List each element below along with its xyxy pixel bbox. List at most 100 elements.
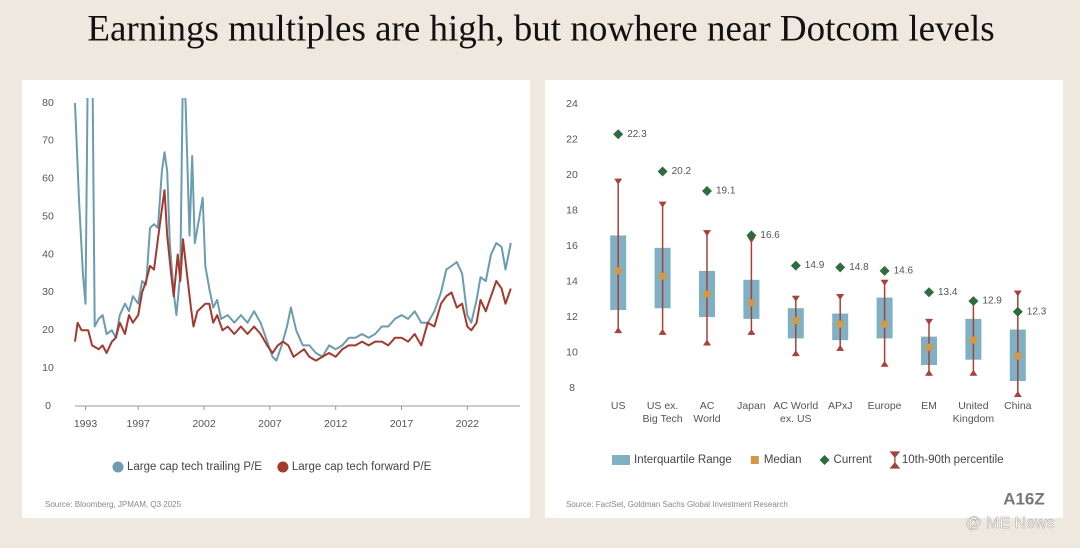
median (614, 267, 622, 275)
x-tick-label: Japan (737, 400, 766, 412)
y-tick-label: 8 (569, 382, 575, 394)
median (836, 320, 844, 328)
x-tick-label: 1993 (74, 418, 98, 430)
legend-label: Interquartile Range (634, 454, 732, 466)
x-tick-label: AC World (773, 400, 818, 412)
x-tick-label: Europe (868, 400, 902, 412)
y-tick-label: 24 (566, 98, 578, 110)
median (703, 290, 711, 298)
whisker-cap (614, 327, 623, 334)
y-tick-label: 10 (42, 362, 54, 374)
source: Source: FactSet, Goldman Sachs Global In… (566, 500, 788, 509)
legend-label: Large cap tech forward P/E (292, 461, 432, 473)
x-tick-label: Big Tech (643, 413, 683, 425)
median (747, 299, 755, 307)
whisker-cap (1013, 290, 1022, 297)
y-tick-label: 60 (42, 173, 54, 185)
value-label: 22.3 (627, 129, 647, 140)
title: Earnings multiples are high, but nowhere… (87, 8, 994, 49)
x-tick-label: APxJ (828, 400, 853, 412)
median (659, 272, 667, 280)
value-label: 12.9 (982, 296, 1002, 307)
x-tick-label: EM (921, 400, 937, 412)
legend-label: 10th-90th percentile (902, 454, 1004, 466)
median (1014, 352, 1022, 360)
whisker-cap (880, 360, 889, 367)
legend-label: Large cap tech trailing P/E (127, 461, 262, 473)
legend-marker (819, 455, 830, 465)
whisker-cap (969, 369, 978, 376)
current (746, 230, 757, 241)
value-label: 19.1 (716, 186, 736, 197)
whisker-cap (791, 295, 800, 302)
y-tick-label: 22 (566, 133, 578, 145)
right-panel (545, 80, 1063, 518)
x-tick-label: ex. US (780, 413, 812, 425)
x-tick-label: 2017 (390, 418, 414, 430)
value-label: 13.4 (938, 287, 958, 298)
value-label: 14.8 (849, 262, 869, 273)
current (879, 265, 890, 276)
y-tick-label: 0 (45, 400, 51, 412)
legend-marker (112, 461, 124, 473)
whisker-cap (925, 318, 933, 325)
y-tick-label: 20 (566, 169, 578, 181)
series-line (74, 189, 512, 362)
median (881, 320, 889, 328)
whisker-cap (658, 328, 667, 335)
current (1012, 306, 1023, 317)
x-tick-label: China (1004, 400, 1032, 412)
whisker-cap (703, 339, 711, 346)
x-tick-label: US ex. (647, 400, 679, 412)
legend-label: Median (764, 454, 802, 466)
current (835, 262, 846, 273)
x-tick-label: 2012 (324, 418, 348, 430)
y-tick-label: 30 (42, 286, 54, 298)
x-tick-label: 2007 (258, 418, 282, 430)
current (657, 166, 668, 177)
x-tick-label: US (611, 400, 626, 412)
y-tick-label: 14 (566, 275, 578, 287)
x-tick-label: 1997 (127, 418, 151, 430)
whisker-cap (1013, 391, 1022, 397)
median (792, 317, 800, 325)
source: Source: Bloomberg, JPMAM, Q3 2025 (45, 500, 182, 509)
whisker-cap (614, 178, 623, 185)
x-tick-label: 2022 (456, 418, 480, 430)
legend-label: Current (834, 454, 873, 466)
whisker-cap (880, 279, 889, 286)
series-line (74, 98, 512, 362)
whisker-cap (836, 344, 845, 351)
x-tick-label: AC (700, 400, 715, 412)
median (925, 343, 933, 351)
current (924, 287, 934, 298)
value-label: 20.2 (672, 166, 692, 177)
x-tick-label: 2002 (192, 418, 216, 430)
value-label: 12.3 (1027, 306, 1047, 317)
y-tick-label: 80 (42, 97, 54, 109)
y-tick-label: 12 (566, 311, 578, 323)
current (968, 296, 979, 307)
current (702, 186, 712, 197)
y-tick-label: 10 (566, 346, 578, 358)
x-tick-label: United (958, 400, 989, 412)
y-tick-label: 18 (566, 204, 578, 216)
legend-marker (889, 451, 901, 469)
whisker-cap (703, 230, 711, 237)
value-label: 16.6 (760, 230, 780, 241)
value-label: 14.6 (894, 266, 914, 277)
y-tick-label: 16 (566, 240, 578, 252)
y-tick-label: 50 (42, 210, 54, 222)
left-plot (74, 98, 512, 362)
whisker-cap (836, 294, 845, 301)
value-label: 14.9 (805, 260, 825, 271)
x-tick-label: Kingdom (953, 413, 995, 425)
median (969, 336, 977, 344)
whisker-cap (658, 201, 667, 208)
whisker-cap (925, 369, 933, 376)
legend-marker (612, 455, 630, 465)
y-tick-label: 40 (42, 248, 54, 260)
y-tick-label: 20 (42, 324, 54, 336)
logo: A16Z (1003, 489, 1045, 508)
